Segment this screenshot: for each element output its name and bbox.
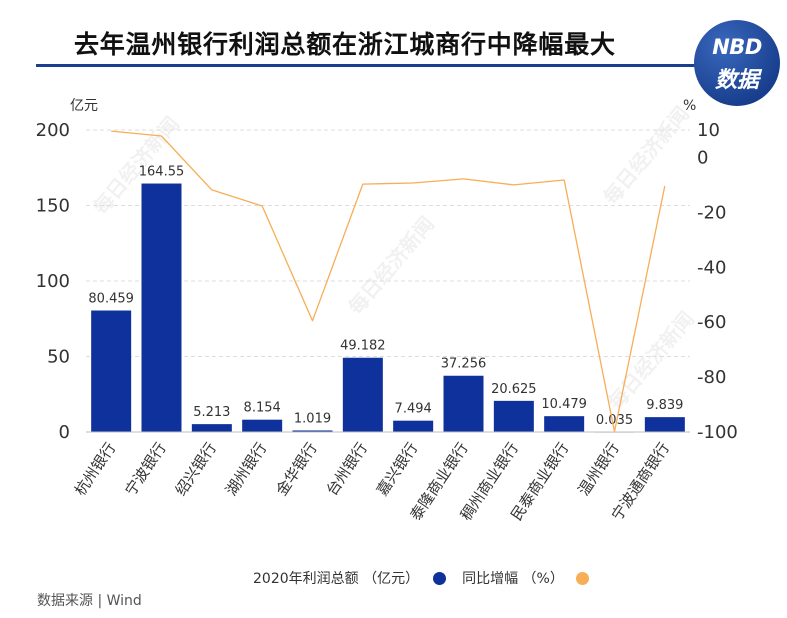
y-left-tick-label: 150: [36, 196, 70, 217]
bar: [544, 416, 585, 432]
bar: [292, 430, 333, 432]
legend-swatch-profit: [433, 571, 447, 585]
legend-label-profit: 2020年利润总额 （亿元）: [253, 571, 420, 587]
bar: [242, 419, 283, 432]
bar-data-label: 7.494: [395, 402, 432, 417]
x-category-label: 金华银行: [272, 439, 320, 499]
bar: [91, 310, 132, 432]
nbd-data-logo: NBD 数据: [694, 20, 780, 106]
bar: [342, 357, 383, 432]
y-right-tick-label: 10: [697, 120, 720, 141]
x-category-label: 绍兴银行: [172, 439, 220, 499]
legend-swatch-growth: [575, 571, 589, 585]
growth-rate-line: [111, 130, 666, 433]
bar-data-label: 37.256: [441, 357, 487, 372]
y-right-tick-label: -20: [697, 202, 726, 223]
x-category-label: 杭州银行: [71, 439, 119, 499]
x-category-label: 宁波银行: [121, 439, 169, 499]
logo-brand-text: NBD: [712, 35, 762, 59]
bar-data-label: 20.625: [491, 382, 537, 397]
y-right-tick-label: 0: [697, 147, 708, 168]
y-left-tick-label: 50: [47, 347, 70, 368]
bar: [191, 424, 232, 432]
bar: [493, 400, 534, 432]
bar-data-label: 10.479: [541, 397, 587, 412]
y-right-axis-unit: %: [683, 98, 696, 114]
y-left-tick-label: 100: [36, 271, 70, 292]
legend: 2020年利润总额 （亿元） 同比增幅 （%）: [253, 568, 589, 588]
y-right-tick-label: -80: [697, 367, 726, 388]
bar-series: [91, 183, 685, 433]
logo-sub-text: 数据: [714, 68, 759, 93]
data-source-note: 数据来源 | Wind: [37, 593, 142, 609]
y-right-tick-label: -60: [697, 312, 726, 333]
x-category-label: 湖州银行: [222, 439, 270, 499]
y-right-tick-label: -40: [697, 257, 726, 278]
x-category-label: 温州银行: [574, 439, 622, 499]
y-left-tick-label: 0: [59, 422, 70, 443]
bar: [393, 420, 434, 432]
bar-data-label: 9.839: [646, 398, 683, 413]
y-right-tick-label: -100: [697, 422, 738, 443]
x-category-label: 台州银行: [323, 439, 371, 499]
legend-label-growth: 同比增幅 （%）: [462, 571, 564, 587]
bar: [644, 417, 685, 432]
bar: [141, 183, 182, 432]
chart-title: 去年温州银行利润总额在浙江城商行中降幅最大: [74, 30, 616, 59]
bar-data-label: 1.019: [294, 411, 331, 426]
gridlines: [86, 129, 690, 357]
title-underline: [36, 64, 698, 67]
y-left-axis-unit: 亿元: [70, 98, 98, 114]
bar-data-label: 49.182: [340, 339, 386, 354]
bar-data-label: 0.035: [596, 413, 633, 428]
bar-data-label: 80.459: [88, 292, 134, 307]
bar-data-label: 5.213: [193, 405, 230, 420]
y-left-tick-label: 200: [36, 120, 70, 141]
x-category-label: 嘉兴银行: [373, 439, 421, 499]
bar-data-label: 164.55: [139, 165, 185, 180]
bar-data-label: 8.154: [244, 401, 281, 416]
bar: [443, 375, 484, 432]
